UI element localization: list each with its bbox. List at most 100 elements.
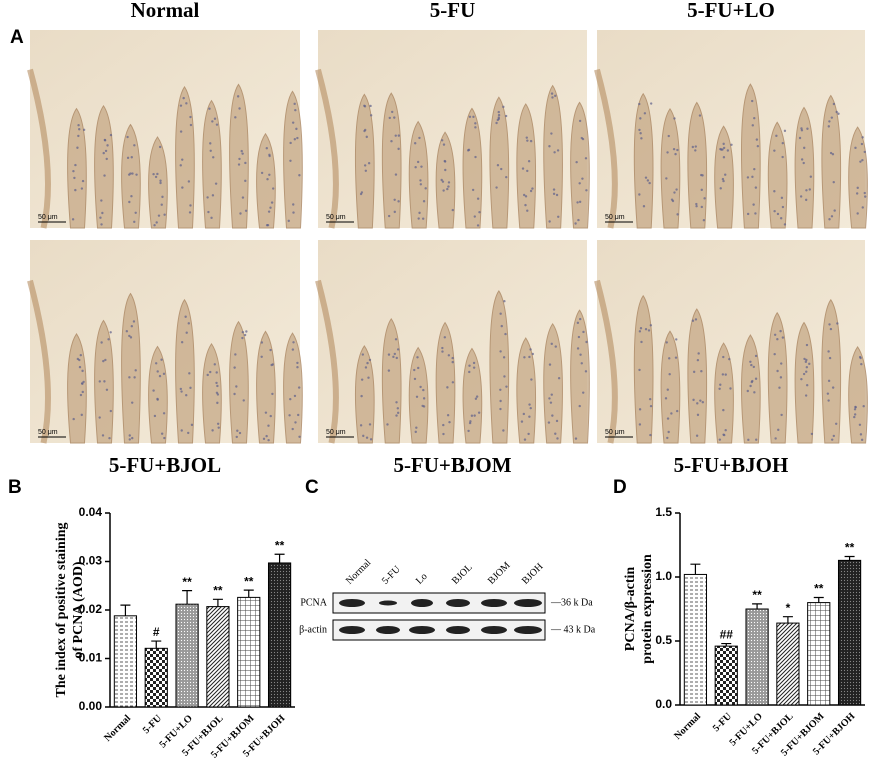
nucleus <box>209 142 212 145</box>
nucleus <box>128 200 131 204</box>
nucleus <box>831 386 835 389</box>
nucleus <box>746 389 749 393</box>
error-bar <box>844 555 855 561</box>
nucleus <box>576 201 579 204</box>
scale-bar-label: 50 μm <box>38 429 58 436</box>
nucleus <box>667 134 670 138</box>
nucleus <box>751 124 754 127</box>
nucleus <box>551 96 554 99</box>
nucleus <box>779 217 783 220</box>
villus <box>283 90 303 229</box>
nucleus <box>502 105 505 109</box>
nucleus <box>649 433 652 437</box>
nucleus <box>157 214 161 217</box>
nucleus <box>422 397 426 400</box>
blot-marker: — 43 k Da <box>550 624 596 635</box>
nucleus <box>640 340 643 344</box>
nucleus <box>578 182 581 185</box>
nucleus <box>159 181 162 185</box>
nucleus <box>159 179 162 182</box>
nucleus <box>832 102 836 106</box>
nucleus <box>753 167 756 171</box>
nucleus <box>369 438 373 441</box>
nucleus <box>82 128 86 132</box>
x-tick-label: Normal <box>102 713 133 744</box>
villus <box>570 309 590 444</box>
nucleus <box>77 124 80 127</box>
nucleus <box>638 102 641 106</box>
nucleus <box>129 336 133 339</box>
bar <box>206 606 230 708</box>
villus <box>408 346 429 444</box>
significance-label: # <box>153 625 160 639</box>
nucleus <box>581 177 584 180</box>
nucleus <box>527 159 531 163</box>
blot-band <box>339 626 365 634</box>
villus <box>462 347 483 444</box>
nucleus <box>779 376 783 379</box>
nucleus <box>691 319 695 322</box>
nucleus <box>468 370 471 374</box>
villus <box>687 101 708 229</box>
nucleus <box>854 406 857 409</box>
nucleus <box>756 144 760 148</box>
lane-label: Normal <box>344 557 374 587</box>
nucleus <box>360 378 364 381</box>
nucleus <box>664 397 668 400</box>
nucleus <box>188 211 192 214</box>
nucleus <box>133 220 136 224</box>
nucleus <box>397 200 400 203</box>
nucleus <box>266 178 269 181</box>
nucleus <box>856 212 859 215</box>
nucleus <box>500 324 503 328</box>
villus <box>202 99 222 229</box>
villus <box>543 322 563 444</box>
nucleus <box>695 202 698 206</box>
nucleus <box>235 385 238 388</box>
nucleus <box>446 187 449 191</box>
nucleus <box>804 360 808 364</box>
nucleus <box>521 167 525 170</box>
nucleus <box>695 205 698 208</box>
nucleus <box>160 432 164 435</box>
nucleus <box>638 408 642 411</box>
blot-band <box>446 599 470 607</box>
nucleus <box>639 117 642 120</box>
nucleus <box>828 218 831 221</box>
nucleus <box>638 193 641 196</box>
nucleus <box>675 338 678 341</box>
y-axis-label: protein expression <box>640 554 655 664</box>
nucleus <box>131 172 134 175</box>
nucleus <box>574 437 578 440</box>
nucleus <box>419 385 422 389</box>
y-axis-label: The index of positive staining <box>54 522 69 697</box>
nucleus <box>126 135 129 139</box>
nucleus <box>297 413 300 417</box>
nucleus <box>505 385 508 388</box>
nucleus <box>859 160 862 163</box>
villus <box>148 345 168 444</box>
nucleus <box>773 352 776 356</box>
nucleus <box>265 223 269 227</box>
villus <box>740 334 761 444</box>
nucleus <box>577 335 581 339</box>
nucleus <box>468 115 472 118</box>
nucleus <box>478 211 481 214</box>
nucleus <box>477 411 481 414</box>
nucleus <box>638 330 642 333</box>
panel-label: D <box>613 477 627 498</box>
lane-label: 5-FU <box>380 563 403 586</box>
nucleus <box>726 149 730 152</box>
nucleus <box>271 187 275 190</box>
nucleus <box>528 415 531 418</box>
nucleus <box>648 181 651 185</box>
nucleus <box>672 147 676 151</box>
villus <box>462 107 483 229</box>
nucleus <box>109 133 113 137</box>
nucleus <box>128 438 131 441</box>
nucleus <box>215 371 218 374</box>
nucleus <box>361 353 365 356</box>
nucleus <box>451 360 454 364</box>
blot-frame <box>332 619 546 641</box>
nucleus <box>555 419 559 423</box>
